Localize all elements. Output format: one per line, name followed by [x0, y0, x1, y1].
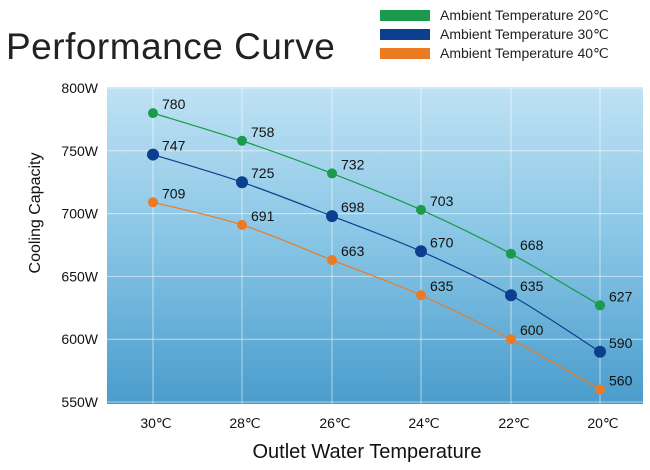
y-tick-label: 700W: [61, 206, 98, 222]
series-line: [152, 112, 601, 306]
y-tick-label: 650W: [61, 268, 98, 284]
legend-label-ambient-20: Ambient Temperature 20℃: [440, 6, 609, 23]
data-label: 600: [520, 322, 544, 338]
data-point: [416, 204, 426, 215]
data-point: [505, 289, 517, 302]
data-label: 635: [430, 278, 454, 294]
legend-item-ambient-20: Ambient Temperature 20℃: [380, 7, 609, 23]
data-label: 703: [430, 193, 454, 209]
data-label: 668: [520, 237, 544, 253]
legend-swatch-ambient-40: [380, 47, 430, 59]
data-point: [594, 345, 606, 358]
data-point: [237, 135, 247, 146]
data-label: 590: [609, 335, 633, 351]
data-label: 698: [341, 199, 365, 215]
y-tick-label: 550W: [61, 394, 98, 410]
data-point: [147, 148, 159, 161]
data-point: [595, 300, 605, 311]
plot-area: [107, 87, 643, 404]
data-point: [506, 334, 516, 345]
data-point: [416, 290, 426, 301]
data-point: [148, 197, 158, 208]
y-axis-ticks: 800W 750W 700W 650W 600W 550W: [61, 80, 98, 410]
data-label: 709: [162, 185, 186, 201]
data-label: 691: [251, 208, 275, 224]
chart-title: Performance Curve: [6, 26, 336, 67]
series-line: [152, 201, 601, 390]
x-tick-label: 26℃: [319, 415, 350, 431]
x-tick-label: 24℃: [408, 415, 439, 431]
data-points: [147, 108, 606, 395]
legend-swatch-ambient-30: [380, 28, 430, 40]
x-tick-label: 28℃: [229, 415, 260, 431]
y-axis-title: Cooling Capacity: [27, 153, 44, 274]
legend-item-ambient-40: Ambient Temperature 40℃: [380, 45, 609, 61]
data-point: [237, 219, 247, 230]
series-lines: [152, 112, 601, 390]
data-point: [327, 168, 337, 179]
data-point: [148, 108, 158, 119]
data-point: [506, 248, 516, 259]
legend-label-ambient-30: Ambient Temperature 30℃: [440, 25, 609, 42]
data-label: 732: [341, 156, 365, 172]
legend-item-ambient-30: Ambient Temperature 30℃: [380, 26, 609, 42]
x-tick-label: 22℃: [498, 415, 529, 431]
series-line: [152, 153, 601, 353]
data-label: 627: [609, 288, 633, 304]
data-label: 747: [162, 138, 186, 154]
data-label: 670: [430, 234, 454, 250]
y-tick-label: 750W: [61, 143, 98, 159]
legend-label-ambient-40: Ambient Temperature 40℃: [440, 44, 609, 61]
legend-swatch-ambient-20: [380, 9, 430, 21]
data-label: 758: [251, 124, 275, 140]
data-point: [326, 210, 338, 223]
x-axis-title: Outlet Water Temperature: [253, 441, 482, 463]
data-point: [327, 255, 337, 266]
x-axis-ticks: 30℃ 28℃ 26℃ 24℃ 22℃ 20℃: [140, 415, 618, 431]
data-label: 635: [520, 278, 544, 294]
y-tick-label: 800W: [61, 80, 98, 96]
data-point: [595, 384, 605, 395]
y-tick-label: 600W: [61, 331, 98, 347]
data-label: 725: [251, 165, 275, 181]
data-point: [415, 245, 427, 258]
data-label: 780: [162, 96, 186, 112]
x-tick-label: 30℃: [140, 415, 171, 431]
x-tick-label: 20℃: [587, 415, 618, 431]
data-point: [236, 176, 248, 189]
data-label: 663: [341, 243, 365, 259]
data-label: 560: [609, 372, 633, 388]
data-labels: 780 758 732 703 668 627 747 725 698 670 635 590 709 6…: [162, 96, 633, 388]
